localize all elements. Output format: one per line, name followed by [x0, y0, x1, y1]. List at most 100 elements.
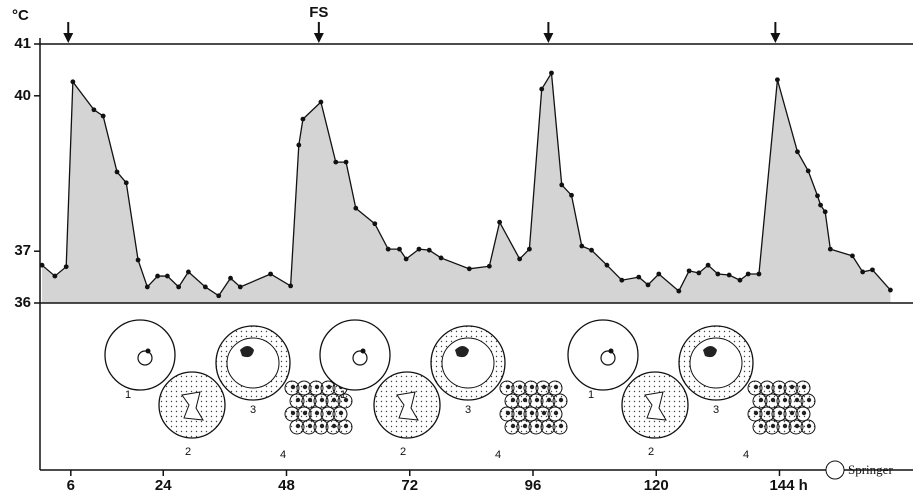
merozoite-nucleus — [765, 384, 771, 390]
data-point — [296, 142, 302, 148]
pigment — [455, 346, 469, 358]
data-point — [775, 77, 780, 83]
data-point — [202, 284, 208, 290]
merozoite-nucleus — [510, 423, 516, 429]
data-point — [114, 169, 120, 175]
data-point — [645, 282, 651, 288]
merozoite-nucleus — [789, 410, 795, 416]
data-point — [135, 257, 141, 263]
data-point — [822, 209, 828, 215]
parasite-nucleus — [608, 348, 614, 354]
data-point — [186, 269, 191, 275]
merozoite-nucleus — [777, 410, 783, 416]
merozoite-nucleus — [806, 397, 812, 403]
merozoite-nucleus — [806, 423, 812, 429]
data-point — [155, 273, 160, 279]
data-point — [686, 268, 692, 274]
x-tick-label: 96 — [525, 477, 542, 494]
merozoite-nucleus — [343, 423, 349, 429]
data-point — [486, 263, 492, 269]
merozoite-nucleus — [758, 423, 764, 429]
merozoite-nucleus — [753, 384, 759, 390]
data-point — [237, 284, 243, 290]
parasite-nucleus — [145, 348, 151, 354]
data-point — [726, 272, 732, 278]
merozoite-nucleus — [331, 423, 337, 429]
merozoite-nucleus — [770, 423, 776, 429]
merozoite-nucleus — [319, 397, 325, 403]
data-point — [288, 283, 294, 289]
data-point — [353, 205, 359, 211]
data-point — [604, 262, 610, 268]
merozoite-nucleus — [302, 410, 308, 416]
merozoite-nucleus — [326, 384, 332, 390]
stage-illustrations: 1 2 3 4 — [319, 319, 568, 461]
ring-parasite — [352, 350, 368, 366]
merozoite-nucleus — [546, 397, 552, 403]
data-point — [164, 273, 170, 279]
stage-label: 2 — [185, 446, 191, 458]
merozoite-nucleus — [295, 397, 301, 403]
merozoite-nucleus — [534, 423, 540, 429]
merozoite-nucleus — [505, 384, 511, 390]
data-point — [144, 284, 150, 290]
merozoite-nucleus — [529, 384, 535, 390]
data-point — [216, 293, 222, 299]
publisher-logo — [825, 460, 845, 480]
data-point — [870, 267, 875, 273]
x-tick-label: 48 — [278, 477, 295, 494]
data-point — [426, 247, 432, 253]
stage-label: 3 — [465, 404, 471, 416]
y-tick-label: 41 — [14, 35, 31, 52]
data-point — [70, 79, 76, 85]
marker-arrowhead — [313, 33, 324, 43]
data-point — [818, 202, 823, 208]
data-point — [579, 243, 585, 249]
merozoite-nucleus — [558, 423, 564, 429]
stage-label: 3 — [713, 404, 719, 416]
schizont — [226, 337, 280, 389]
merozoite-nucleus — [541, 410, 547, 416]
data-point — [715, 271, 721, 277]
publisher-name: Springer — [848, 462, 893, 477]
schizont — [689, 337, 743, 389]
merozoite-nucleus — [505, 410, 511, 416]
data-point — [438, 255, 444, 261]
stage-illustrations: 1 2 3 4 — [104, 319, 353, 461]
data-point — [696, 270, 702, 276]
merozoite-nucleus — [553, 384, 559, 390]
data-point — [589, 247, 594, 253]
data-point — [39, 262, 45, 268]
data-point — [636, 274, 642, 280]
data-point — [850, 253, 855, 259]
merozoite-nucleus — [517, 384, 523, 390]
merozoite-nucleus — [765, 410, 771, 416]
merozoite-nucleus — [302, 384, 308, 390]
stage-label: 2 — [400, 446, 406, 458]
merozoite-nucleus — [801, 384, 807, 390]
merozoite-nucleus — [753, 410, 759, 416]
merozoite-nucleus — [541, 384, 547, 390]
data-point — [756, 271, 762, 277]
data-point — [676, 288, 682, 294]
marker-label: FS — [309, 4, 328, 21]
merozoite-nucleus — [782, 423, 788, 429]
data-point — [63, 264, 69, 270]
merozoite-nucleus — [758, 397, 764, 403]
merozoite-nucleus — [510, 397, 516, 403]
merozoite-nucleus — [553, 410, 559, 416]
merozoite-nucleus — [326, 410, 332, 416]
marker-arrowhead — [770, 33, 781, 43]
data-point — [656, 271, 662, 277]
merozoite-nucleus — [307, 423, 313, 429]
stage-label: 4 — [743, 449, 749, 461]
ring-parasite — [600, 350, 616, 366]
data-point — [569, 192, 574, 198]
stage-label: 4 — [280, 449, 286, 461]
data-point — [372, 221, 378, 227]
marker-arrowhead — [63, 33, 74, 43]
data-point — [517, 256, 523, 262]
data-point — [300, 116, 306, 122]
y-axis-label: °C — [12, 7, 29, 24]
